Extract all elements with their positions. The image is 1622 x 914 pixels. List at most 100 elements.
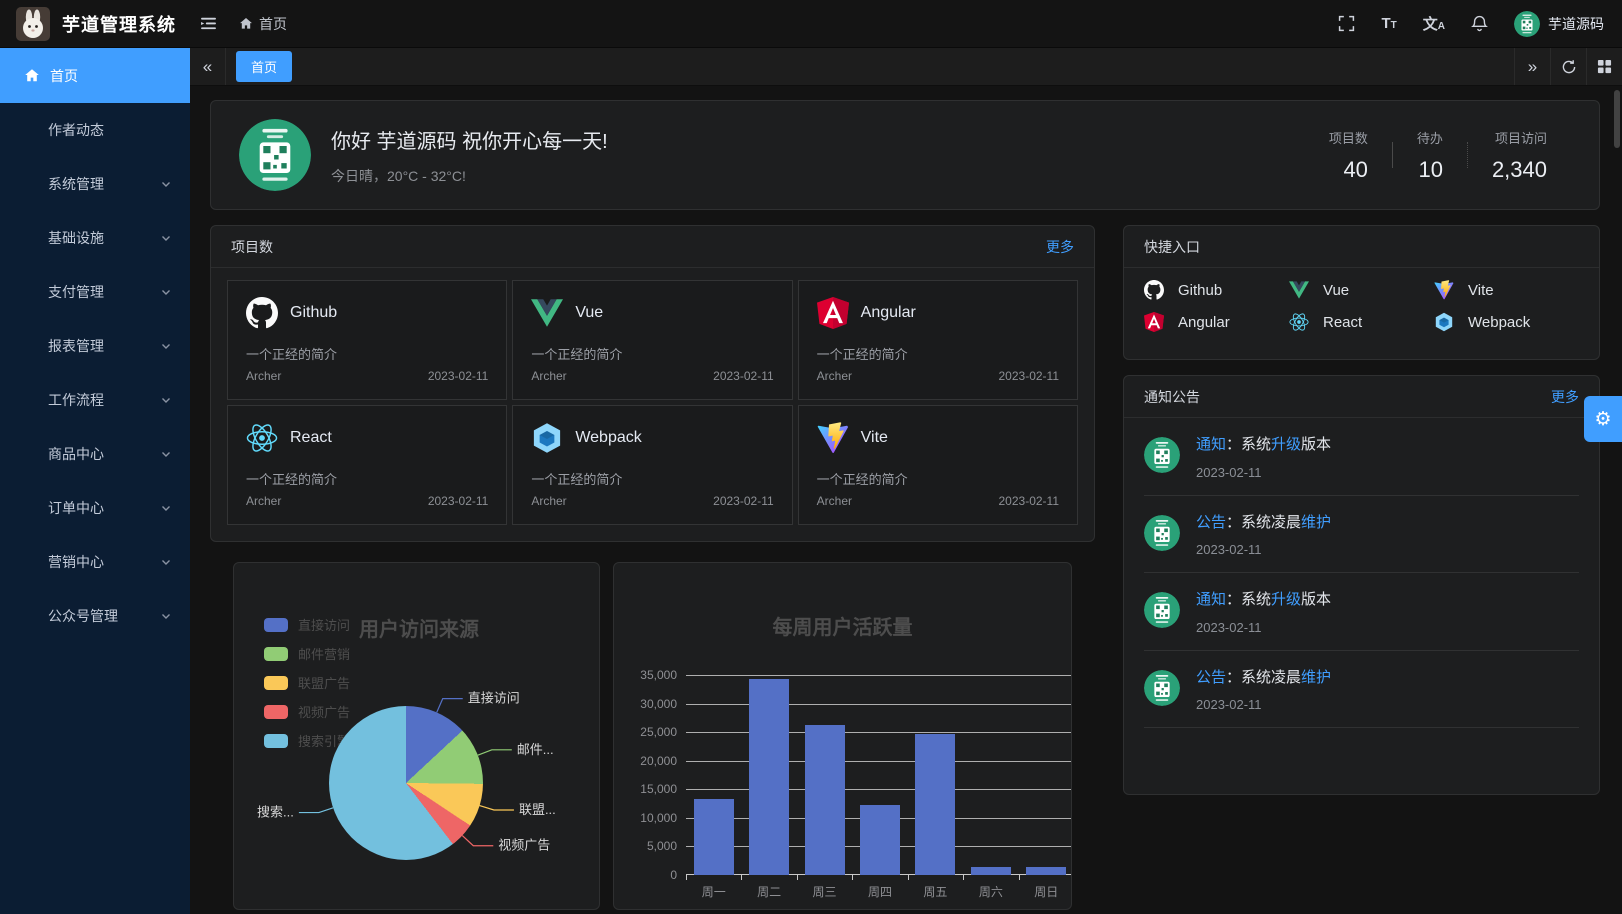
breadcrumb-home: 首页 bbox=[259, 15, 287, 32]
shortcut-vite[interactable]: Vite bbox=[1434, 280, 1579, 300]
svg-text:搜索...: 搜索... bbox=[257, 805, 294, 820]
sidebar-item-3[interactable]: 基础设施 bbox=[0, 211, 190, 265]
bar-周一 bbox=[693, 799, 734, 875]
tabs-collapse-button[interactable]: « bbox=[190, 48, 226, 85]
layout-grid-button[interactable] bbox=[1586, 48, 1622, 85]
grid-icon bbox=[1597, 59, 1612, 74]
legend-item-4[interactable]: 搜索引擎 bbox=[264, 731, 350, 750]
fold-icon bbox=[201, 17, 216, 30]
user-menu[interactable]: 芋道源码 bbox=[1514, 10, 1604, 37]
user-name: 芋道源码 bbox=[1548, 15, 1604, 32]
greeting-text: 你好 芋道源码 祝你开心每一天! bbox=[331, 130, 608, 153]
shortcut-angular[interactable]: Angular bbox=[1144, 312, 1289, 332]
breadcrumb[interactable]: 首页 bbox=[239, 14, 287, 34]
legend-label: 搜索引擎 bbox=[298, 734, 351, 749]
webpack-icon bbox=[1434, 312, 1454, 332]
shortcut-webpack[interactable]: Webpack bbox=[1434, 312, 1579, 332]
sidebar-item-0[interactable]: 首页 bbox=[0, 48, 190, 103]
project-date: 2023-02-11 bbox=[713, 494, 774, 508]
x-tick-label: 周五 bbox=[923, 885, 948, 899]
legend-label: 联盟广告 bbox=[298, 676, 351, 691]
project-date: 2023-02-11 bbox=[713, 369, 774, 383]
bar-chart-card: 每周用户活跃量 0 5,000 10,000 15,000 20,000 25,000 30,… bbox=[613, 562, 1072, 910]
legend-label: 视频广告 bbox=[298, 705, 351, 720]
chevron-down-icon bbox=[160, 232, 172, 244]
gridline bbox=[686, 703, 1071, 705]
pie-chart-card: 用户访问来源 直接访问 邮件营销 联盟广告 视频广告 搜索引擎 直接访问 邮件...… bbox=[233, 562, 600, 910]
project-date: 2023-02-11 bbox=[427, 494, 489, 508]
sidebar-item-8[interactable]: 订单中心 bbox=[0, 481, 190, 535]
project-author: Archer bbox=[816, 369, 852, 383]
bar-chart-title: 每周用户活跃量 bbox=[772, 617, 913, 639]
shortcuts-card: 快捷入口 Github Vue Vite Angular React Webpa… bbox=[1123, 225, 1600, 360]
chevron-down-icon bbox=[160, 610, 172, 622]
notice-item-3[interactable]: 公告：系统凌晨维护 2023-02-11 bbox=[1144, 651, 1579, 728]
chevron-down-icon bbox=[160, 502, 172, 514]
legend-swatch bbox=[264, 675, 288, 690]
x-tick bbox=[963, 875, 965, 880]
sidebar-item-1[interactable]: 作者动态 bbox=[0, 103, 190, 157]
x-tick-label: 周四 bbox=[867, 885, 892, 899]
sidebar-item-9[interactable]: 营销中心 bbox=[0, 535, 190, 589]
project-card-angular[interactable]: Angular 一个正经的简介 Archer 2023-02-11 bbox=[797, 280, 1078, 400]
chevron-down-icon bbox=[160, 394, 172, 406]
project-card-webpack[interactable]: Webpack 一个正经的简介 Archer 2023-02-11 bbox=[512, 405, 793, 525]
tabs-expand-button[interactable]: » bbox=[1514, 48, 1550, 85]
project-card-github[interactable]: Github 一个正经的简介 Archer 2023-02-11 bbox=[227, 280, 508, 400]
sidebar-item-4[interactable]: 支付管理 bbox=[0, 265, 190, 319]
notification-button[interactable] bbox=[1471, 15, 1488, 32]
legend-item-1[interactable]: 邮件营销 bbox=[264, 644, 350, 663]
sidebar-fold-button[interactable] bbox=[200, 15, 217, 32]
scrollbar-thumb[interactable] bbox=[1614, 90, 1620, 148]
stat-0: 项目数 40 bbox=[1305, 128, 1392, 183]
legend-item-3[interactable]: 视频广告 bbox=[264, 702, 350, 721]
project-card-vite[interactable]: Vite 一个正经的简介 Archer 2023-02-11 bbox=[797, 405, 1078, 525]
shortcut-react[interactable]: React bbox=[1289, 312, 1434, 332]
notices-card-title: 通知公告 bbox=[1144, 388, 1200, 405]
project-name: Angular bbox=[860, 304, 916, 321]
sidebar-item-2[interactable]: 系统管理 bbox=[0, 157, 190, 211]
gridline bbox=[686, 760, 1071, 762]
github-icon bbox=[1144, 280, 1164, 300]
chevron-down-icon bbox=[160, 556, 172, 568]
user-avatar bbox=[1514, 10, 1540, 37]
settings-fab-button[interactable]: ⚙ bbox=[1584, 396, 1622, 442]
sidebar-item-6[interactable]: 工作流程 bbox=[0, 373, 190, 427]
x-tick-label: 周一 bbox=[701, 885, 726, 899]
project-author: Archer bbox=[246, 369, 282, 383]
legend-item-0[interactable]: 直接访问 bbox=[264, 615, 350, 634]
bar-周二 bbox=[749, 679, 790, 875]
x-tick bbox=[1018, 875, 1020, 880]
pie-legend: 直接访问 邮件营销 联盟广告 视频广告 搜索引擎 bbox=[264, 615, 350, 750]
project-card-vue[interactable]: Vue 一个正经的简介 Archer 2023-02-11 bbox=[512, 280, 793, 400]
sidebar-item-label: 首页 bbox=[50, 67, 78, 84]
shortcut-github[interactable]: Github bbox=[1144, 280, 1289, 300]
refresh-button[interactable] bbox=[1550, 48, 1586, 85]
stat-label: 待办 bbox=[1416, 130, 1443, 146]
bar-周五 bbox=[915, 734, 956, 875]
sidebar-item-label: 公众号管理 bbox=[48, 608, 118, 624]
webpack-icon bbox=[531, 422, 563, 454]
shortcut-vue[interactable]: Vue bbox=[1289, 280, 1434, 300]
sidebar-item-5[interactable]: 报表管理 bbox=[0, 319, 190, 373]
tab-首页[interactable]: 首页 bbox=[236, 51, 293, 82]
locale-button[interactable]: 文A bbox=[1423, 13, 1445, 34]
angular-icon bbox=[1144, 312, 1164, 332]
notice-item-2[interactable]: 通知：系统升级版本 2023-02-11 bbox=[1144, 573, 1579, 651]
fullscreen-button[interactable] bbox=[1338, 15, 1355, 32]
svg-text:视频广告: 视频广告 bbox=[498, 838, 550, 853]
sidebar-item-7[interactable]: 商品中心 bbox=[0, 427, 190, 481]
shortcut-label: Vite bbox=[1468, 281, 1494, 299]
svg-text:直接访问: 直接访问 bbox=[468, 691, 520, 706]
font-size-button[interactable]: TT bbox=[1381, 15, 1396, 32]
legend-item-2[interactable]: 联盟广告 bbox=[264, 673, 350, 692]
notices-more-link[interactable]: 更多 bbox=[1551, 388, 1579, 405]
sidebar-item-10[interactable]: 公众号管理 bbox=[0, 589, 190, 643]
sidebar-item-label: 营销中心 bbox=[48, 554, 104, 570]
notice-item-0[interactable]: 通知：系统升级版本 2023-02-11 bbox=[1144, 418, 1579, 496]
notice-date: 2023-02-11 bbox=[1196, 619, 1262, 635]
notice-item-1[interactable]: 公告：系统凌晨维护 2023-02-11 bbox=[1144, 496, 1579, 573]
project-card-react[interactable]: React 一个正经的简介 Archer 2023-02-11 bbox=[227, 405, 508, 525]
vite-icon bbox=[817, 422, 849, 454]
projects-more-link[interactable]: 更多 bbox=[1046, 238, 1074, 255]
